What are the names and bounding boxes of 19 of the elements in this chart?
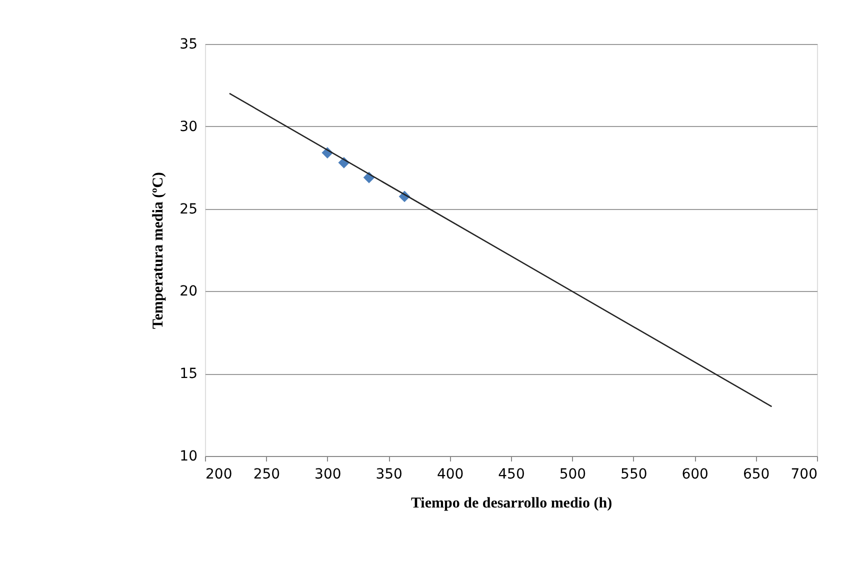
- x-tick-label: 550: [620, 466, 648, 482]
- x-tick-label: 400: [436, 466, 464, 482]
- x-tick-label: 300: [314, 466, 342, 482]
- y-tick-label: 20: [180, 284, 198, 300]
- y-tick-label: 10: [180, 448, 198, 464]
- x-tick-label: 350: [376, 466, 402, 482]
- y-tick-label: 30: [180, 118, 198, 135]
- x-tick-label: 500: [559, 466, 586, 482]
- x-tick-label: 200: [206, 466, 232, 482]
- x-tick-label: 650: [742, 466, 770, 482]
- y-axis-title: Temperatura media (ºC): [150, 172, 167, 329]
- x-tick-label: 250: [253, 466, 280, 482]
- y-tick-label: 15: [180, 366, 198, 382]
- x-tick-label: 700: [790, 466, 818, 482]
- y-tick-label: 25: [180, 201, 198, 218]
- y-tick-label: 35: [180, 36, 198, 52]
- x-axis-title: Tiempo de desarrollo medio (h): [410, 496, 612, 512]
- x-tick-label: 600: [682, 466, 708, 482]
- x-tick-label: 450: [498, 466, 525, 482]
